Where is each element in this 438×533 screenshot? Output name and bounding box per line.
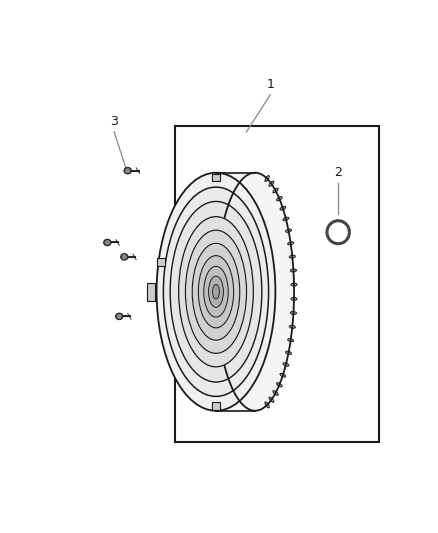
Ellipse shape bbox=[156, 173, 276, 411]
Ellipse shape bbox=[265, 175, 269, 182]
Ellipse shape bbox=[122, 255, 127, 259]
Ellipse shape bbox=[280, 374, 286, 377]
Ellipse shape bbox=[291, 297, 297, 300]
Ellipse shape bbox=[273, 391, 278, 395]
Ellipse shape bbox=[269, 397, 274, 402]
Ellipse shape bbox=[289, 325, 295, 328]
Text: 1: 1 bbox=[266, 78, 274, 91]
Ellipse shape bbox=[280, 206, 286, 210]
Ellipse shape bbox=[104, 239, 111, 246]
Ellipse shape bbox=[105, 240, 110, 245]
Ellipse shape bbox=[289, 255, 295, 258]
Ellipse shape bbox=[179, 216, 253, 367]
Ellipse shape bbox=[117, 314, 121, 318]
Text: 3: 3 bbox=[110, 115, 118, 127]
Ellipse shape bbox=[273, 188, 278, 193]
Ellipse shape bbox=[276, 197, 282, 201]
Polygon shape bbox=[157, 173, 294, 411]
Ellipse shape bbox=[124, 167, 131, 174]
Ellipse shape bbox=[163, 187, 268, 397]
Ellipse shape bbox=[126, 168, 130, 173]
Text: 2: 2 bbox=[334, 166, 342, 179]
Ellipse shape bbox=[192, 243, 240, 340]
Ellipse shape bbox=[290, 311, 297, 314]
FancyBboxPatch shape bbox=[212, 174, 220, 181]
Ellipse shape bbox=[288, 338, 294, 342]
Ellipse shape bbox=[276, 383, 282, 387]
Ellipse shape bbox=[170, 201, 262, 382]
Ellipse shape bbox=[286, 351, 292, 354]
Ellipse shape bbox=[198, 256, 233, 328]
Ellipse shape bbox=[120, 254, 128, 260]
Ellipse shape bbox=[288, 242, 294, 245]
Ellipse shape bbox=[208, 276, 223, 308]
Ellipse shape bbox=[286, 229, 292, 232]
Ellipse shape bbox=[212, 284, 219, 299]
FancyBboxPatch shape bbox=[212, 402, 220, 410]
Ellipse shape bbox=[291, 283, 297, 286]
Ellipse shape bbox=[290, 269, 297, 272]
FancyBboxPatch shape bbox=[157, 259, 165, 266]
Ellipse shape bbox=[204, 266, 228, 317]
FancyBboxPatch shape bbox=[147, 282, 155, 301]
Ellipse shape bbox=[269, 181, 274, 187]
Bar bbox=[175, 125, 379, 441]
Ellipse shape bbox=[283, 363, 289, 366]
Ellipse shape bbox=[116, 313, 123, 320]
Ellipse shape bbox=[265, 402, 269, 408]
Ellipse shape bbox=[283, 217, 289, 221]
Ellipse shape bbox=[185, 230, 247, 353]
